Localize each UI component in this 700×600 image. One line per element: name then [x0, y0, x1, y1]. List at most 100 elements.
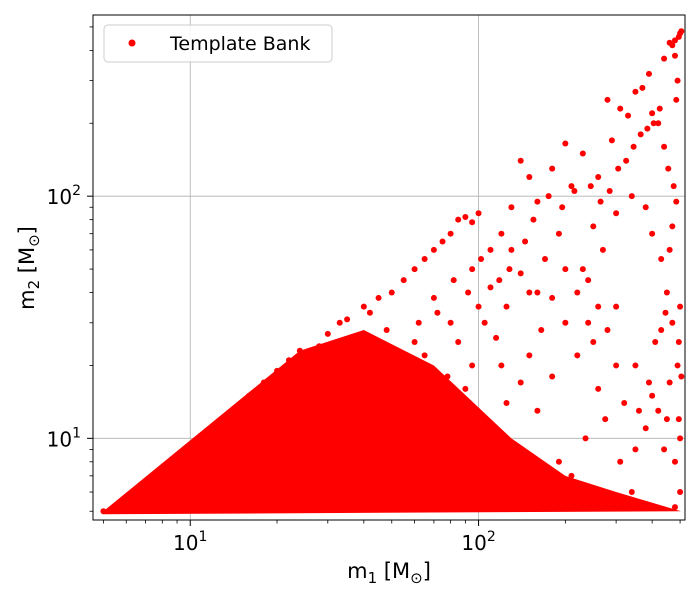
data-point: [388, 458, 395, 465]
data-point: [595, 174, 602, 181]
data-point: [585, 319, 592, 326]
data-point: [503, 303, 510, 310]
data-point: [574, 352, 581, 359]
data-point: [637, 131, 644, 138]
data-point: [430, 246, 437, 253]
data-point: [285, 489, 292, 496]
data-point: [613, 362, 620, 369]
data-point: [465, 289, 472, 296]
data-point: [407, 416, 414, 423]
data-point: [585, 277, 592, 284]
data-point: [630, 143, 637, 150]
data-point: [632, 88, 639, 95]
data-point: [112, 504, 119, 511]
data-point: [678, 373, 685, 380]
data-point: [421, 256, 428, 263]
data-point: [142, 489, 149, 496]
data-point: [517, 379, 524, 386]
data-point: [427, 399, 434, 406]
data-point: [608, 137, 615, 144]
data-point: [670, 183, 677, 190]
y-tick-label: 101: [47, 425, 81, 451]
data-point: [661, 446, 668, 453]
data-point: [487, 425, 494, 432]
data-point: [545, 193, 552, 200]
data-point: [625, 112, 632, 119]
data-point: [673, 198, 680, 205]
data-point: [549, 294, 556, 301]
data-point: [649, 392, 656, 399]
data-point: [652, 338, 659, 345]
legend-marker: [128, 39, 136, 47]
data-point: [123, 498, 130, 505]
data-point: [360, 303, 367, 310]
data-point: [555, 458, 562, 465]
data-point: [669, 223, 676, 230]
data-point: [411, 266, 418, 273]
data-point: [663, 289, 670, 296]
data-point: [415, 319, 422, 326]
data-point: [597, 198, 604, 205]
data-point: [430, 294, 437, 301]
data-point: [663, 416, 670, 423]
data-point: [628, 193, 635, 200]
data-point: [590, 223, 597, 230]
data-point: [517, 270, 524, 277]
data-point: [388, 289, 395, 296]
data-point: [475, 210, 482, 217]
data-point: [579, 266, 586, 273]
data-point: [530, 216, 537, 223]
data-point: [296, 347, 303, 354]
data-point: [661, 55, 668, 62]
y-axis-label: m2 [M⊙]: [15, 226, 43, 310]
data-point: [455, 338, 462, 345]
data-point: [582, 435, 589, 442]
data-point: [662, 309, 669, 316]
data-point: [526, 174, 533, 181]
legend: Template Bank: [103, 24, 333, 63]
data-point: [372, 392, 379, 399]
data-point: [666, 379, 673, 386]
data-point: [421, 352, 428, 359]
data-point: [316, 343, 323, 350]
data-point: [393, 367, 400, 374]
data-point: [595, 303, 602, 310]
data-point: [534, 407, 541, 414]
data-point: [562, 140, 569, 147]
data-point: [383, 327, 390, 334]
data-point: [434, 309, 441, 316]
x-tick-label: 101: [173, 529, 207, 555]
data-point: [301, 362, 308, 369]
data-point: [677, 489, 684, 496]
data-point: [562, 266, 569, 273]
data-point: [675, 416, 682, 423]
data-point: [639, 84, 646, 91]
data-point: [613, 303, 620, 310]
data-point: [590, 338, 597, 345]
legend-label: Template Bank: [169, 33, 310, 55]
data-point: [650, 120, 657, 127]
data-point: [274, 367, 281, 374]
data-point: [571, 188, 578, 195]
data-point: [475, 303, 482, 310]
data-point: [462, 214, 469, 221]
data-point: [595, 385, 602, 392]
data-point: [568, 472, 575, 479]
data-point: [604, 327, 611, 334]
data-point: [210, 425, 217, 432]
data-point: [562, 319, 569, 326]
data-point: [378, 435, 385, 442]
dense-region: [103, 330, 681, 515]
data-point: [534, 198, 541, 205]
data-point: [336, 319, 343, 326]
data-point: [439, 416, 446, 423]
data-point: [645, 379, 652, 386]
data-point: [324, 330, 331, 337]
data-point: [655, 120, 662, 127]
data-point: [444, 373, 451, 380]
data-point: [439, 238, 446, 245]
data-point: [671, 37, 678, 44]
data-point: [604, 96, 611, 103]
data-point: [285, 357, 292, 364]
